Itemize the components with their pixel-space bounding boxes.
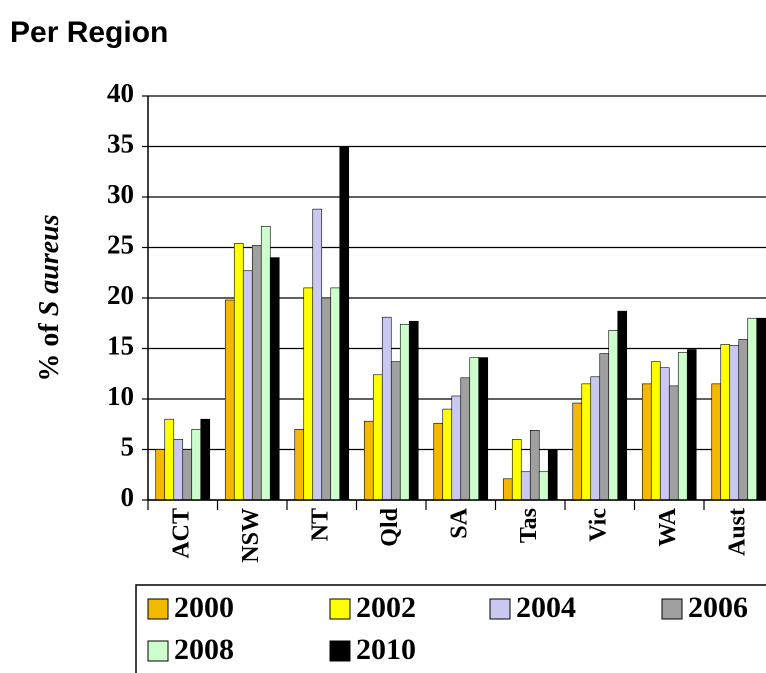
legend-swatch: [661, 598, 683, 620]
bar: [729, 345, 740, 501]
bar: [408, 320, 419, 501]
y-tick-label: 20: [107, 280, 134, 310]
bar: [191, 428, 202, 501]
bar: [756, 317, 766, 501]
x-tick-label: NT: [307, 508, 333, 541]
legend-swatch: [329, 598, 351, 620]
bar: [390, 361, 401, 501]
legend-label: 2006: [688, 591, 748, 624]
legend-label: 2004: [516, 591, 576, 624]
x-tick-label: Qld: [377, 507, 403, 546]
y-tick-label: 15: [107, 331, 134, 361]
bar: [173, 439, 184, 501]
bar: [312, 208, 323, 501]
legend-swatch: [147, 598, 169, 620]
bar: [372, 374, 383, 501]
bar: [164, 418, 175, 501]
y-tick-label: 25: [107, 230, 134, 260]
legend-swatch: [489, 598, 511, 620]
bar: [668, 385, 679, 501]
bar: [590, 376, 601, 501]
bar: [720, 344, 731, 501]
bar: [200, 418, 211, 501]
bar: [381, 316, 392, 501]
bar: [738, 339, 749, 501]
bar: [433, 422, 444, 501]
bar: [511, 439, 522, 501]
bar: [617, 310, 628, 501]
bar: [686, 349, 697, 501]
x-tick-label: Vic: [585, 508, 611, 542]
bar: [330, 287, 341, 501]
y-tick-label: 35: [107, 129, 134, 159]
bar: [478, 357, 489, 501]
bar: [451, 395, 462, 501]
bar: [608, 330, 619, 501]
y-tick-label: 40: [107, 78, 134, 108]
bar: [520, 471, 531, 501]
bar: [538, 471, 549, 501]
bar: [677, 352, 688, 501]
bar: [547, 449, 558, 501]
x-tick-label: ACT: [168, 508, 194, 559]
bar: [303, 287, 314, 501]
bar: [641, 383, 652, 501]
x-tick-label: Tas: [516, 508, 542, 543]
legend-frame: [135, 584, 766, 673]
chart-title: Per Region: [10, 16, 168, 49]
bar: [363, 420, 374, 501]
bar: [339, 146, 350, 501]
bar: [182, 449, 193, 501]
y-axis-label: % of S aureus: [34, 214, 65, 381]
bar: [294, 428, 305, 501]
bar: [321, 297, 332, 501]
legend-swatch: [329, 640, 351, 662]
bar: [224, 299, 235, 501]
x-tick-label: Aust: [724, 508, 750, 556]
bar: [650, 361, 661, 501]
legend-label: 2008: [174, 633, 234, 666]
bar: [442, 408, 453, 501]
bar: [251, 245, 262, 501]
bar: [260, 225, 271, 501]
bar: [529, 430, 540, 501]
bar: [269, 257, 280, 501]
y-tick-label: 10: [107, 381, 134, 411]
bar: [233, 243, 244, 501]
x-tick-label: NSW: [238, 508, 264, 563]
bar: [711, 383, 722, 501]
legend-label: 2002: [356, 591, 416, 624]
x-tick-label: SA: [446, 507, 472, 538]
x-tick-label: WA: [655, 507, 681, 546]
y-tick-label: 0: [121, 482, 135, 512]
bar: [460, 377, 471, 501]
legend-swatch: [147, 640, 169, 662]
y-axis-label-part: S aureus: [34, 214, 65, 316]
y-tick-label: 30: [107, 179, 134, 209]
bar: [747, 317, 758, 501]
bar: [659, 367, 670, 501]
bar: [155, 449, 166, 501]
legend-label: 2000: [174, 591, 234, 624]
bar: [572, 402, 583, 501]
legend-label: 2010: [356, 633, 416, 666]
y-tick-label: 5: [121, 432, 135, 462]
y-axis-label-part: % of: [34, 323, 65, 382]
bar: [469, 357, 480, 501]
bar: [502, 478, 513, 501]
bar: [599, 353, 610, 501]
bar: [242, 270, 253, 501]
bar: [581, 383, 592, 501]
bar: [399, 323, 410, 501]
